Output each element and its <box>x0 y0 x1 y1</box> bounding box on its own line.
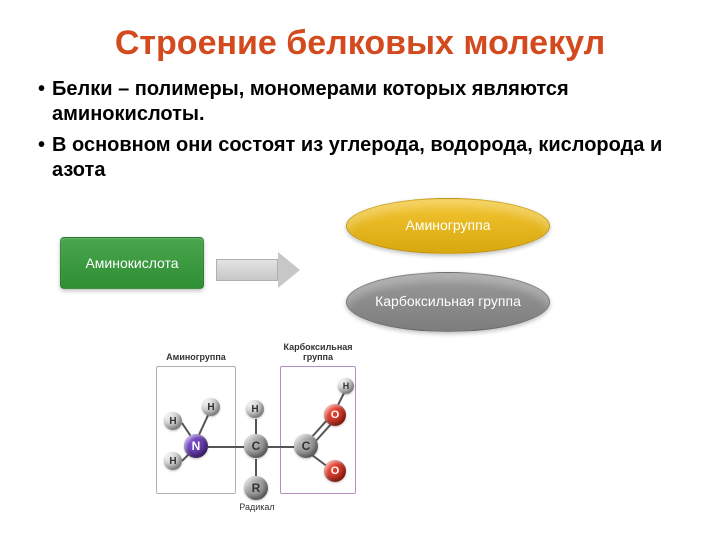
diagram-canvas: Аминокислота Аминогруппа Карбоксильная г… <box>0 0 720 540</box>
amino-acid-box: Аминокислота <box>60 237 204 289</box>
atom-H2: H <box>164 452 182 470</box>
carboxyl-group-label: Карбоксильная группа <box>375 294 521 309</box>
atom-N: N <box>184 434 208 458</box>
amino-acid-label: Аминокислота <box>85 255 178 271</box>
amino-acid-molecule: Аминогруппа Карбоксильная группа NHHHCHR… <box>152 348 362 522</box>
carboxyl-frame-label: Карбоксильная группа <box>280 342 356 362</box>
bond <box>255 459 257 477</box>
atom-C2: C <box>294 434 318 458</box>
bond <box>208 446 244 448</box>
radical-label: Радикал <box>232 502 282 512</box>
atom-O2: O <box>324 404 346 426</box>
amino-frame-label: Аминогруппа <box>156 352 236 362</box>
atom-H1: H <box>164 412 182 430</box>
carboxyl-group-ellipse: Карбоксильная группа <box>346 272 550 332</box>
atom-O1: O <box>324 460 346 482</box>
atom-H4: H <box>246 400 264 418</box>
atom-R: R <box>244 476 268 500</box>
atom-C1: C <box>244 434 268 458</box>
atom-H3: H <box>202 398 220 416</box>
bond <box>268 446 294 448</box>
atom-H5: H <box>338 378 354 394</box>
amino-group-ellipse: Аминогруппа <box>346 198 550 254</box>
amino-group-label: Аминогруппа <box>406 218 491 233</box>
amino-frame <box>156 366 236 494</box>
